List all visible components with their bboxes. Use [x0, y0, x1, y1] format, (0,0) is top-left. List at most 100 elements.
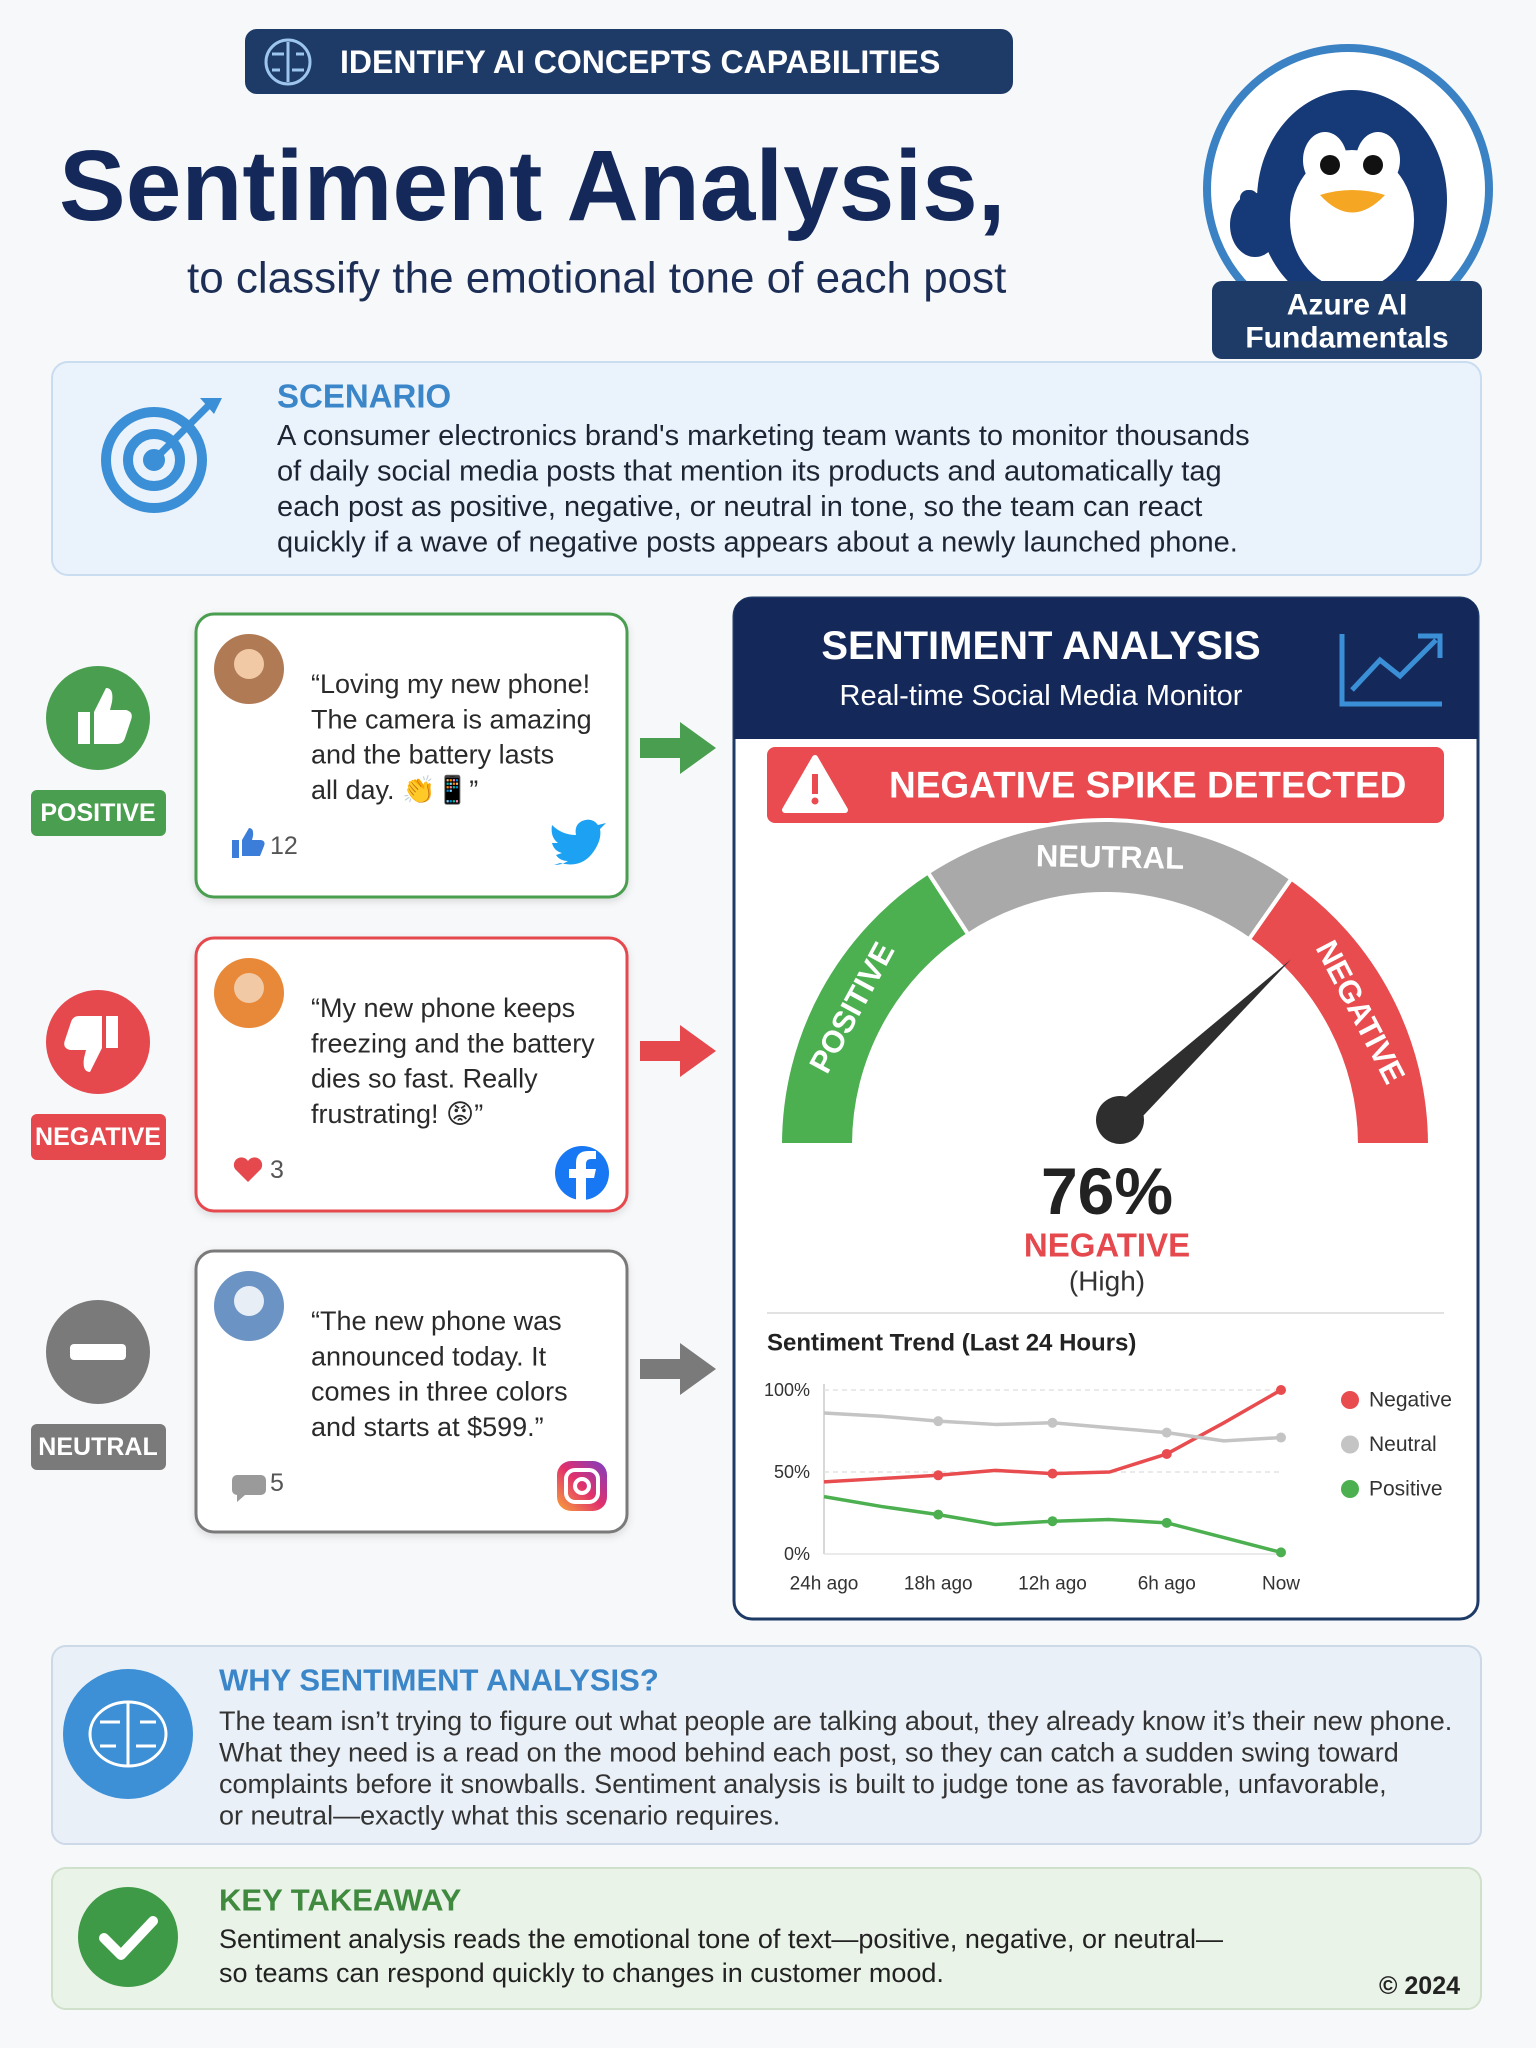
chart-title: Sentiment Trend (Last 24 Hours)	[767, 1330, 1136, 1357]
heart-icon	[233, 1157, 263, 1182]
trend-point	[1161, 1427, 1172, 1438]
text-line: complaints before it snowballs. Sentimen…	[219, 1769, 1387, 1799]
text-line: of daily social media posts that mention…	[277, 456, 1222, 488]
trend-point	[1047, 1417, 1058, 1428]
text-line: A consumer electronics brand's marketing…	[277, 420, 1250, 452]
monitor-header	[734, 598, 1478, 739]
legend-swatch	[1341, 1391, 1359, 1409]
text-line: announced today. It	[311, 1341, 547, 1371]
warning-icon	[782, 755, 848, 813]
post-card	[194, 1249, 629, 1534]
gauge-segment-label: NEUTRAL	[1036, 838, 1185, 876]
sentiment-pill	[31, 790, 166, 836]
trend-point	[1161, 1517, 1172, 1528]
avatar-face	[234, 649, 264, 679]
sentiment-label: POSITIVE	[40, 799, 155, 827]
text-line: quickly if a wave of negative posts appe…	[277, 527, 1238, 559]
post-card	[194, 936, 629, 1213]
y-tick-label: 100%	[764, 1380, 810, 1400]
gauge-needle	[1110, 959, 1292, 1131]
text-line: freezing and the battery	[311, 1028, 595, 1058]
title: Sentiment Analysis,	[59, 130, 1006, 242]
sentiment-pill	[31, 1114, 166, 1160]
trend-point	[1276, 1385, 1286, 1395]
trend-icon	[1339, 633, 1443, 707]
gauge-hub	[1096, 1096, 1144, 1144]
trend-point	[1047, 1516, 1058, 1527]
x-tick-label: 24h ago	[790, 1574, 859, 1595]
text-line: “The new phone was	[311, 1306, 562, 1336]
flow-arrow	[640, 722, 716, 774]
sentiment-pill	[31, 1424, 166, 1470]
trend-point	[1161, 1448, 1172, 1459]
mascot-badge	[1212, 281, 1482, 359]
badge	[245, 29, 1013, 94]
trend-point	[1276, 1547, 1286, 1558]
x-tick-label: Now	[1262, 1574, 1300, 1595]
subtitle: to classify the emotional tone of each p…	[187, 254, 1006, 303]
post-card	[194, 612, 629, 899]
trend-point	[933, 1509, 944, 1520]
text-line: comes in three colors	[311, 1377, 568, 1407]
trend-point	[933, 1416, 944, 1427]
trend-point	[1047, 1468, 1058, 1479]
text-line: or neutral—exactly what this scenario re…	[219, 1801, 780, 1831]
legend-swatch	[1341, 1480, 1359, 1498]
x-tick-label: 6h ago	[1138, 1574, 1196, 1595]
scenario-heading: SCENARIO	[277, 378, 451, 415]
brain-icon	[63, 1669, 193, 1799]
thumb-up	[78, 688, 132, 744]
scenario-box	[51, 361, 1482, 576]
reaction-count: 3	[270, 1156, 284, 1184]
why-heading: WHY SENTIMENT ANALYSIS?	[219, 1663, 659, 1698]
x-tick-label: 12h ago	[1018, 1574, 1087, 1595]
text-line: The team isn’t trying to figure out what…	[219, 1706, 1452, 1736]
reaction-count: 5	[270, 1469, 284, 1497]
check-icon	[78, 1887, 178, 1987]
comment-icon	[232, 1475, 266, 1502]
instagram-lens	[573, 1477, 591, 1495]
alert-text: NEGATIVE SPIKE DETECTED	[889, 765, 1406, 806]
sentiment-label: NEUTRAL	[38, 1433, 157, 1461]
avatar-face	[234, 1286, 264, 1316]
why-text: The team isn’t trying to figure out what…	[219, 1706, 1452, 1831]
gauge-level: (High)	[1069, 1266, 1145, 1297]
reaction-count: 12	[270, 832, 298, 860]
alert-bar	[767, 747, 1444, 823]
mascot-label: Azure AI	[1287, 289, 1408, 322]
text-line: frustrating! 😡”	[311, 1099, 483, 1129]
mascot-label: Fundamentals	[1245, 322, 1448, 355]
flow-arrow	[640, 1025, 716, 1077]
trend-chart: 0% 50% 100% 24h ago 18h ago 12h ago 6h ago Now N…	[764, 1380, 1452, 1595]
monitor-subtitle: Real-time Social Media Monitor	[840, 680, 1243, 712]
badge-text: IDENTIFY AI CONCEPTS CAPABILITIES	[340, 44, 940, 80]
text-line: so teams can respond quickly to changes …	[219, 1958, 944, 1988]
text-line: all day. 👏📱”	[311, 774, 478, 805]
facebook-f	[569, 1151, 596, 1200]
x-tick-label: 18h ago	[904, 1574, 973, 1595]
posts: POSITIVE “Loving my new phone! The camera …	[31, 612, 716, 1534]
why-box	[51, 1645, 1482, 1845]
brain-icon	[264, 38, 312, 86]
text-line: and starts at $599.”	[311, 1412, 544, 1442]
like-icon	[232, 828, 265, 858]
y-tick-label: 50%	[774, 1462, 810, 1482]
text-line: “My new phone keeps	[311, 993, 575, 1023]
trend-point	[933, 1470, 944, 1481]
text-line: and the battery lasts	[311, 740, 554, 770]
legend-label: Negative	[1369, 1389, 1452, 1412]
scenario-text: A consumer electronics brand's marketing…	[277, 420, 1250, 559]
legend-label: Positive	[1369, 1478, 1443, 1501]
text-line: What they need is a read on the mood beh…	[219, 1738, 1399, 1768]
gauge-status: NEGATIVE	[1024, 1227, 1190, 1264]
takeaway-text: Sentiment analysis reads the emotional t…	[219, 1924, 1223, 1988]
gauge-segment	[1246, 875, 1433, 1147]
instagram-frame	[564, 1468, 600, 1504]
mascot	[1203, 44, 1493, 334]
y-tick-label: 0%	[784, 1544, 810, 1564]
avatar-face	[234, 973, 264, 1003]
monitor-title: SENTIMENT ANALYSIS	[821, 624, 1260, 668]
thumb-down	[64, 1016, 118, 1072]
legend-swatch	[1341, 1435, 1359, 1454]
